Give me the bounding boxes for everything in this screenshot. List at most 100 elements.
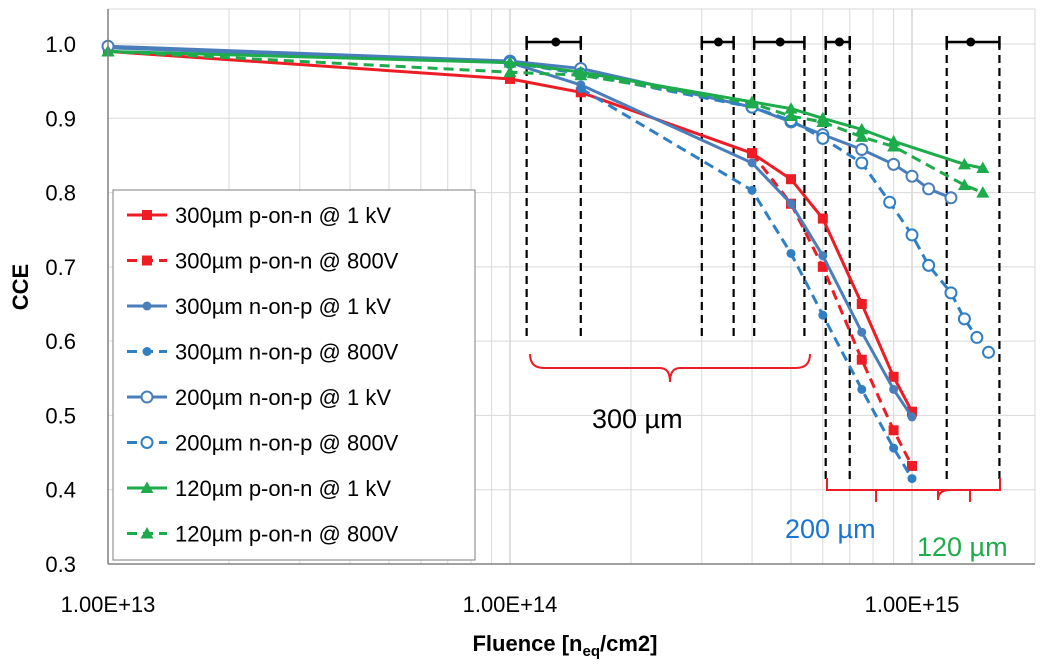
data-point-s6: [855, 156, 869, 170]
data-point-s3: [747, 158, 757, 168]
data-point-s5: [922, 182, 936, 196]
series-line-7: [107, 49, 984, 170]
data-point-s4: [857, 384, 867, 394]
data-point-s5: [905, 169, 919, 183]
data-point-s6: [944, 286, 958, 300]
x-tick-label: 1.00E+15: [865, 592, 960, 617]
y-tick-label: 0.7: [45, 255, 76, 280]
data-point-s4: [889, 443, 899, 453]
y-tick-label: 0.6: [45, 329, 76, 354]
data-point-s8: [745, 96, 759, 109]
legend-marker: [142, 255, 152, 266]
data-point-s8: [887, 140, 901, 152]
data-point-s2: [856, 354, 867, 365]
data-point-s1: [817, 213, 828, 224]
x-tick-label: 1.00E+13: [61, 592, 156, 617]
y-tick-label: 0.4: [45, 478, 76, 503]
legend-marker: [140, 481, 154, 493]
y-axis-label: CCE: [8, 264, 33, 310]
legend-label: 300µm p-on-n @ 800V: [175, 249, 399, 274]
x-axis-label: Fluence [neq/cm2]: [472, 631, 657, 660]
fluence-center-dot: [775, 37, 785, 47]
data-point-s8: [574, 68, 588, 81]
fluence-guides: [525, 36, 1001, 502]
legend-marker: [142, 210, 152, 220]
data-point-s3: [857, 327, 867, 337]
data-point-s3: [907, 412, 917, 422]
data-point-s6: [905, 228, 919, 242]
legend-label: 300µm n-on-p @ 800V: [175, 340, 399, 365]
legend-label: 200µm n-on-p @ 800V: [175, 431, 399, 456]
data-point-s5: [887, 157, 901, 171]
legend-label: 300µm n-on-p @ 1 kV: [175, 294, 391, 319]
data-point-s4: [747, 185, 757, 195]
data-point-s2: [888, 425, 899, 436]
data-point-s1: [785, 174, 796, 185]
legend-marker: [142, 347, 152, 356]
y-tick-label: 0.8: [45, 181, 76, 206]
data-point-s7: [855, 122, 869, 135]
axes: 0.3 0.4 0.5 0.6 0.7 0.8 0.9 1.0 1.00E+13 1.00E+14…: [45, 9, 1035, 617]
data-point-s1: [856, 299, 867, 309]
brace-300um: [529, 353, 811, 383]
data-point-s8: [957, 178, 971, 191]
data-point-s8: [976, 186, 990, 198]
fluence-center-dot: [966, 37, 976, 47]
data-point-s4: [907, 474, 917, 484]
series-layer: [101, 39, 996, 484]
series-line-8: [107, 49, 984, 194]
legend-box: [112, 189, 476, 561]
legend-label: 300µm p-on-n @ 1 kV: [175, 203, 391, 228]
data-point-s6: [970, 330, 984, 344]
data-point-s6: [982, 345, 996, 359]
legend-marker: [140, 436, 154, 449]
legend: 300µm p-on-n @ 1 kV 300µm p-on-n @ 800V 30…: [112, 189, 476, 561]
brace-120um-left: [937, 489, 951, 501]
fluence-center-dot: [713, 37, 723, 47]
data-point-s6: [816, 131, 830, 145]
data-point-s7: [957, 157, 971, 170]
y-tick-label: 0.5: [45, 403, 76, 428]
data-point-s4: [818, 310, 828, 320]
data-point-s4: [576, 84, 586, 94]
data-point-s3: [889, 384, 899, 394]
data-point-s7: [976, 161, 990, 174]
data-point-s5: [855, 142, 869, 156]
data-point-s7: [503, 56, 517, 68]
legend-marker: [142, 301, 152, 311]
data-point-s8: [784, 109, 798, 122]
data-point-s6: [957, 312, 971, 326]
data-point-s7: [784, 102, 798, 114]
data-point-s1: [505, 73, 515, 84]
y-tick-label: 0.9: [45, 106, 76, 131]
data-point-s2: [907, 460, 917, 471]
data-point-s8: [816, 115, 830, 127]
legend-marker: [140, 527, 154, 539]
brace-200um: [826, 478, 1001, 491]
data-point-s2: [747, 148, 758, 159]
annotation-300um: 300 µm: [592, 404, 683, 434]
data-point-s4: [786, 248, 796, 258]
fluence-center-dot: [834, 37, 844, 47]
data-point-s1: [888, 371, 899, 382]
annotation-200um: 200 µm: [785, 514, 876, 544]
legend-label: 200µm n-on-p @ 1 kV: [175, 385, 391, 410]
legend-marker: [140, 390, 154, 404]
annotation-120um: 120 µm: [917, 532, 1008, 562]
data-point-s3: [786, 199, 796, 209]
data-point-s3: [818, 251, 828, 261]
fluence-center-dot: [551, 37, 561, 47]
legend-label: 120µm p-on-n @ 1 kV: [175, 476, 391, 501]
y-tick-label: 0.3: [45, 552, 76, 577]
data-point-s6: [922, 258, 936, 272]
data-point-s8: [503, 65, 517, 78]
data-point-s6: [883, 195, 897, 209]
data-point-s5: [944, 191, 958, 205]
x-tick-label: 1.00E+14: [463, 592, 558, 617]
data-point-s2: [817, 261, 828, 272]
y-tick-label: 1.0: [45, 32, 76, 57]
legend-label: 120µm p-on-n @ 800V: [175, 522, 399, 547]
data-point-s1: [907, 406, 917, 417]
data-point-s8: [855, 130, 869, 142]
